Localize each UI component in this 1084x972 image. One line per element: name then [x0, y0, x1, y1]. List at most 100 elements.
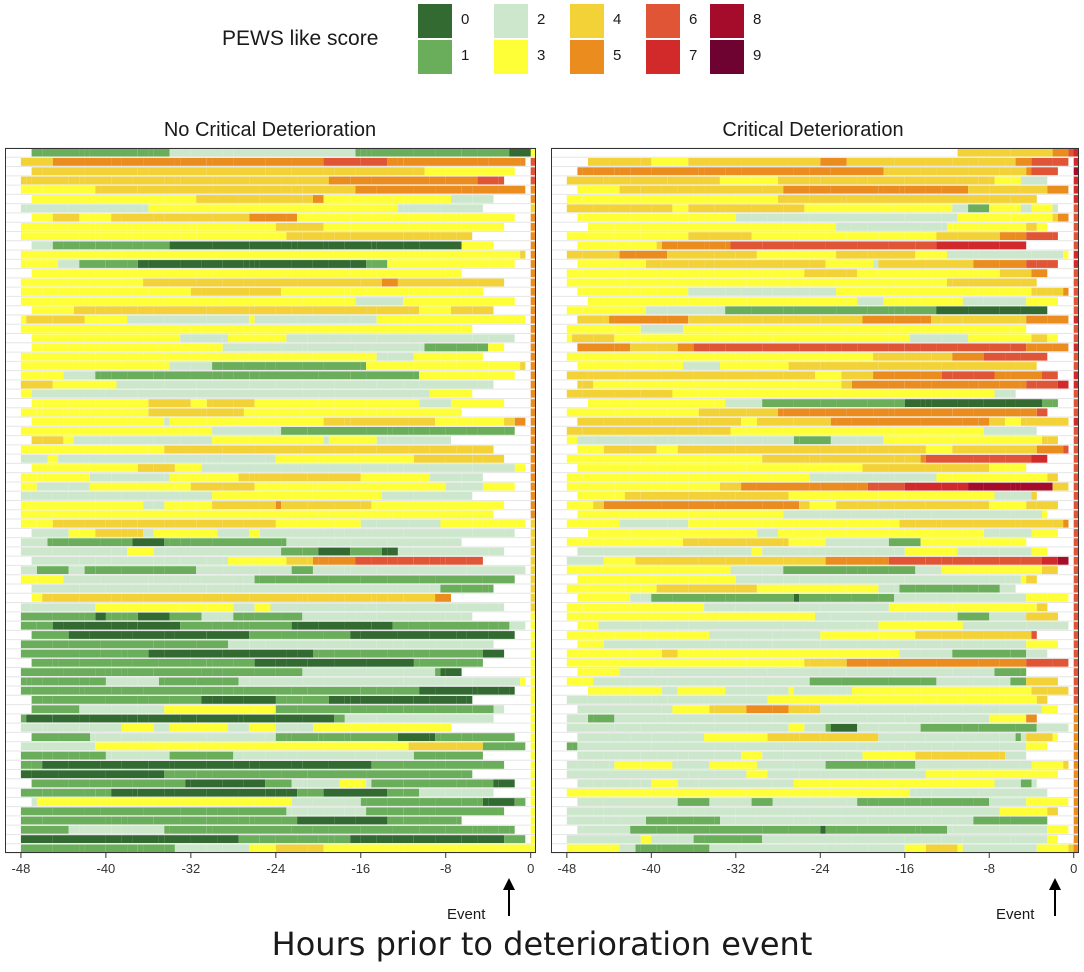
heat-cell — [915, 566, 926, 574]
heat-cell — [566, 482, 599, 491]
heat-cell — [825, 260, 831, 268]
heat-cell — [888, 825, 916, 834]
heat-cell — [355, 269, 372, 278]
heat-cell — [714, 705, 747, 714]
heat-cell — [185, 241, 212, 250]
event-cell — [1073, 297, 1079, 305]
heat-cell — [254, 798, 260, 806]
heat-cell — [52, 844, 80, 853]
heat-cell — [212, 668, 223, 676]
heat-cell — [297, 315, 324, 324]
heat-cell — [408, 334, 441, 343]
heat-cell — [793, 779, 810, 788]
heat-cell — [137, 306, 154, 315]
heat-cell — [989, 761, 1021, 769]
heat-cell — [677, 751, 689, 760]
heat-cell — [164, 770, 175, 779]
heat-cell — [603, 751, 610, 760]
heat-cell — [137, 612, 170, 621]
heat-cell — [735, 575, 747, 584]
heat-cell — [504, 835, 526, 843]
heat-cell — [941, 436, 953, 445]
heat-cell — [360, 278, 382, 287]
heat-cell — [614, 473, 620, 482]
heat-cell — [619, 473, 631, 482]
heat-cell — [249, 306, 255, 315]
heat-cell — [1026, 223, 1037, 231]
heat-cell — [683, 538, 699, 547]
heat-cell — [746, 658, 773, 667]
heat-cell — [318, 436, 324, 445]
heat-cell — [709, 640, 726, 649]
heat-cell — [440, 232, 457, 240]
heat-cell — [424, 167, 446, 176]
heat-cell — [746, 297, 757, 305]
heat-cell — [693, 482, 720, 491]
heat-cell — [164, 825, 170, 834]
x-tick-label: -40 — [96, 861, 115, 876]
heat-cell — [382, 269, 388, 278]
heat-cell — [793, 742, 815, 751]
heat-cell — [1026, 167, 1032, 176]
heat-cell — [105, 584, 117, 593]
heat-cell — [467, 427, 478, 435]
heat-cell — [767, 260, 784, 268]
legend-swatch-2 — [494, 4, 528, 38]
heat-cell — [730, 473, 742, 482]
heat-cell — [1010, 538, 1016, 547]
heat-cell — [857, 436, 863, 445]
heat-cell — [667, 454, 694, 463]
heat-cell — [830, 788, 858, 797]
heat-cell — [577, 185, 588, 194]
heat-cell — [989, 575, 1005, 584]
heat-cell — [783, 631, 794, 639]
heat-cell — [973, 807, 1000, 816]
heat-cell — [58, 287, 64, 296]
heat-cell — [888, 556, 910, 565]
heat-cell — [238, 417, 260, 426]
heat-cell — [677, 807, 694, 816]
heat-cell — [52, 538, 69, 547]
heat-cell — [95, 213, 112, 222]
heat-cell — [472, 445, 494, 454]
heat-cell — [730, 427, 747, 435]
heat-cell — [947, 278, 953, 287]
heat-cell — [677, 621, 689, 630]
heat-cell — [206, 315, 239, 324]
heat-cell — [688, 501, 715, 509]
heat-cell — [598, 556, 604, 565]
heat-cell — [852, 417, 879, 426]
heat-cell — [577, 260, 610, 268]
heat-cell — [504, 844, 531, 853]
heat-cell — [635, 250, 668, 259]
heat-cell — [577, 668, 588, 676]
heat-cell — [836, 501, 858, 509]
event-cell — [530, 306, 536, 315]
heat-cell — [63, 621, 85, 630]
heat-cell — [804, 723, 826, 732]
heat-cell — [667, 195, 683, 203]
heat-cell — [598, 547, 604, 556]
heat-cell — [344, 733, 351, 741]
heat-cell — [984, 436, 995, 445]
heat-cell — [857, 269, 879, 278]
heat-cell — [376, 714, 409, 723]
heat-cell — [461, 241, 494, 250]
heat-cell — [153, 640, 165, 649]
heat-cell — [403, 473, 425, 482]
heat-cell — [254, 603, 271, 612]
heat-cell — [683, 705, 710, 714]
heat-cell — [836, 844, 863, 853]
heat-cell — [275, 668, 303, 676]
heat-cell — [973, 844, 1006, 853]
heat-cell — [259, 547, 282, 556]
heat-cell — [445, 825, 473, 834]
heat-cell — [185, 306, 207, 315]
heat-cell — [624, 223, 636, 231]
heat-cell — [741, 835, 763, 843]
event-arrow-icon — [503, 878, 515, 890]
heat-cell — [725, 223, 752, 231]
heat-cell — [999, 714, 1027, 723]
heat-cell — [212, 584, 234, 593]
heat-cell — [793, 798, 815, 806]
